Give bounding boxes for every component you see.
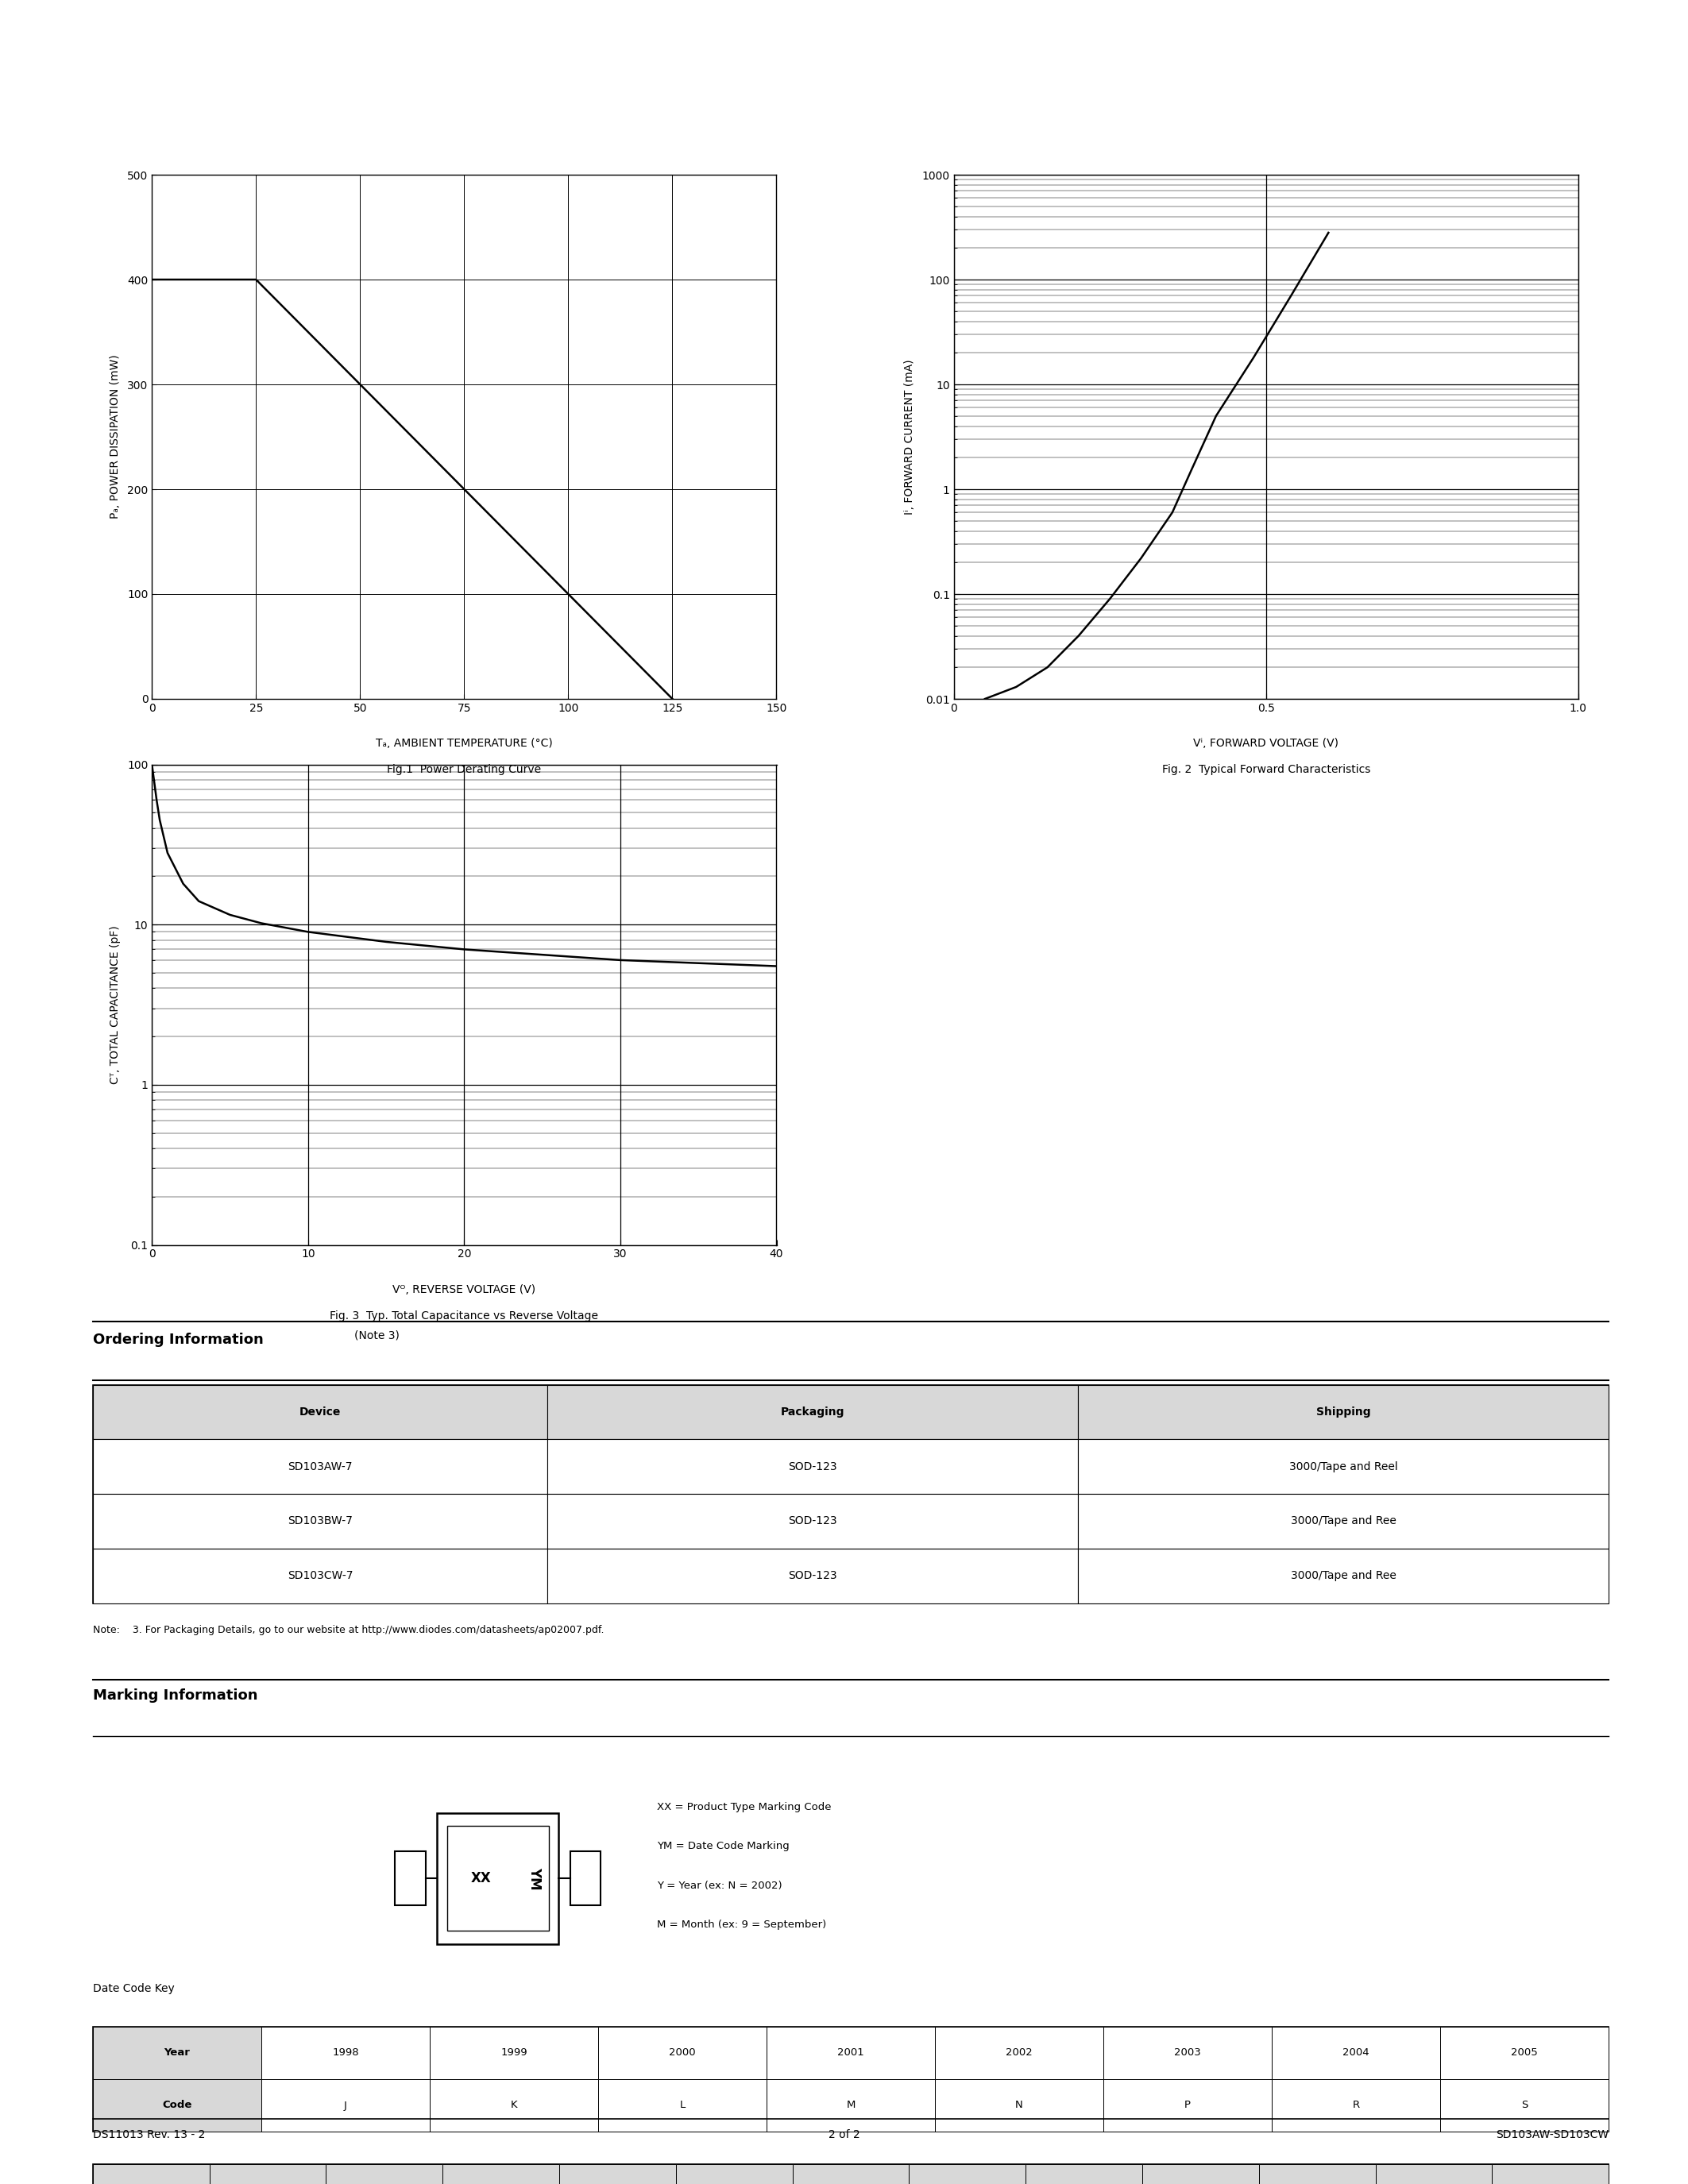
Text: Tₐ, AMBIENT TEMPERATURE (°C): Tₐ, AMBIENT TEMPERATURE (°C): [376, 738, 552, 749]
Text: 3000/Tape and Reel: 3000/Tape and Reel: [1290, 1461, 1398, 1472]
Text: Device: Device: [299, 1406, 341, 1417]
Y-axis label: Iⁱ, FORWARD CURRENT (mA): Iⁱ, FORWARD CURRENT (mA): [905, 358, 915, 515]
Text: Marking Information: Marking Information: [93, 1688, 258, 1704]
Text: Vⁱ, FORWARD VOLTAGE (V): Vⁱ, FORWARD VOLTAGE (V): [1193, 738, 1339, 749]
Text: SOD-123: SOD-123: [788, 1570, 837, 1581]
Text: 3000/Tape and Ree: 3000/Tape and Ree: [1291, 1570, 1396, 1581]
Text: Note:    3. For Packaging Details, go to our website at http://www.diodes.com/da: Note: 3. For Packaging Details, go to ou…: [93, 1625, 604, 1636]
Text: SOD-123: SOD-123: [788, 1461, 837, 1472]
Text: Vᴼ, REVERSE VOLTAGE (V): Vᴼ, REVERSE VOLTAGE (V): [393, 1284, 535, 1295]
Text: K: K: [510, 2101, 517, 2110]
Text: M = Month (ex: 9 = September): M = Month (ex: 9 = September): [657, 1920, 825, 1931]
Text: P: P: [1185, 2101, 1190, 2110]
Text: 2003: 2003: [1175, 2049, 1200, 2057]
Text: 2000: 2000: [668, 2049, 695, 2057]
Text: Year: Year: [164, 2049, 191, 2057]
Text: Y = Year (ex: N = 2002): Y = Year (ex: N = 2002): [657, 1880, 782, 1891]
Text: YM = Date Code Marking: YM = Date Code Marking: [657, 1841, 788, 1852]
Text: Date Code Key: Date Code Key: [93, 1983, 174, 1994]
Text: (Note 3): (Note 3): [354, 1330, 400, 1341]
Text: J: J: [344, 2101, 348, 2110]
Text: 1998: 1998: [333, 2049, 360, 2057]
Text: Fig.1  Power Derating Curve: Fig.1 Power Derating Curve: [387, 764, 542, 775]
Text: 3000/Tape and Ree: 3000/Tape and Ree: [1291, 1516, 1396, 1527]
Y-axis label: Pₐ, POWER DISSIPATION (mW): Pₐ, POWER DISSIPATION (mW): [110, 354, 120, 520]
Text: SD103AW-7: SD103AW-7: [289, 1461, 353, 1472]
Text: Ordering Information: Ordering Information: [93, 1332, 263, 1348]
Text: SD103AW-SD103CW: SD103AW-SD103CW: [1496, 2129, 1609, 2140]
Text: 1999: 1999: [501, 2049, 527, 2057]
Text: L: L: [680, 2101, 685, 2110]
Text: SD103BW-7: SD103BW-7: [287, 1516, 353, 1527]
Text: Packaging: Packaging: [782, 1406, 844, 1417]
Text: Code: Code: [162, 2101, 192, 2110]
Text: SD103CW-7: SD103CW-7: [287, 1570, 353, 1581]
Text: XX = Product Type Marking Code: XX = Product Type Marking Code: [657, 1802, 830, 1813]
Text: SOD-123: SOD-123: [788, 1516, 837, 1527]
Text: N: N: [1014, 2101, 1023, 2110]
Text: DS11013 Rev. 13 - 2: DS11013 Rev. 13 - 2: [93, 2129, 206, 2140]
Text: 2 of 2: 2 of 2: [829, 2129, 859, 2140]
Text: Shipping: Shipping: [1317, 1406, 1371, 1417]
Text: M: M: [846, 2101, 856, 2110]
Text: YM: YM: [528, 1867, 542, 1889]
Text: 2005: 2005: [1511, 2049, 1538, 2057]
Text: Fig. 3  Typ. Total Capacitance vs Reverse Voltage: Fig. 3 Typ. Total Capacitance vs Reverse…: [329, 1310, 599, 1321]
Text: 2004: 2004: [1342, 2049, 1369, 2057]
Text: 2002: 2002: [1006, 2049, 1033, 2057]
Text: S: S: [1521, 2101, 1528, 2110]
Text: XX: XX: [471, 1872, 491, 1885]
Y-axis label: Cᵀ, TOTAL CAPACITANCE (pF): Cᵀ, TOTAL CAPACITANCE (pF): [110, 926, 120, 1083]
Text: R: R: [1352, 2101, 1359, 2110]
Text: Fig. 2  Typical Forward Characteristics: Fig. 2 Typical Forward Characteristics: [1161, 764, 1371, 775]
Text: 2001: 2001: [837, 2049, 864, 2057]
